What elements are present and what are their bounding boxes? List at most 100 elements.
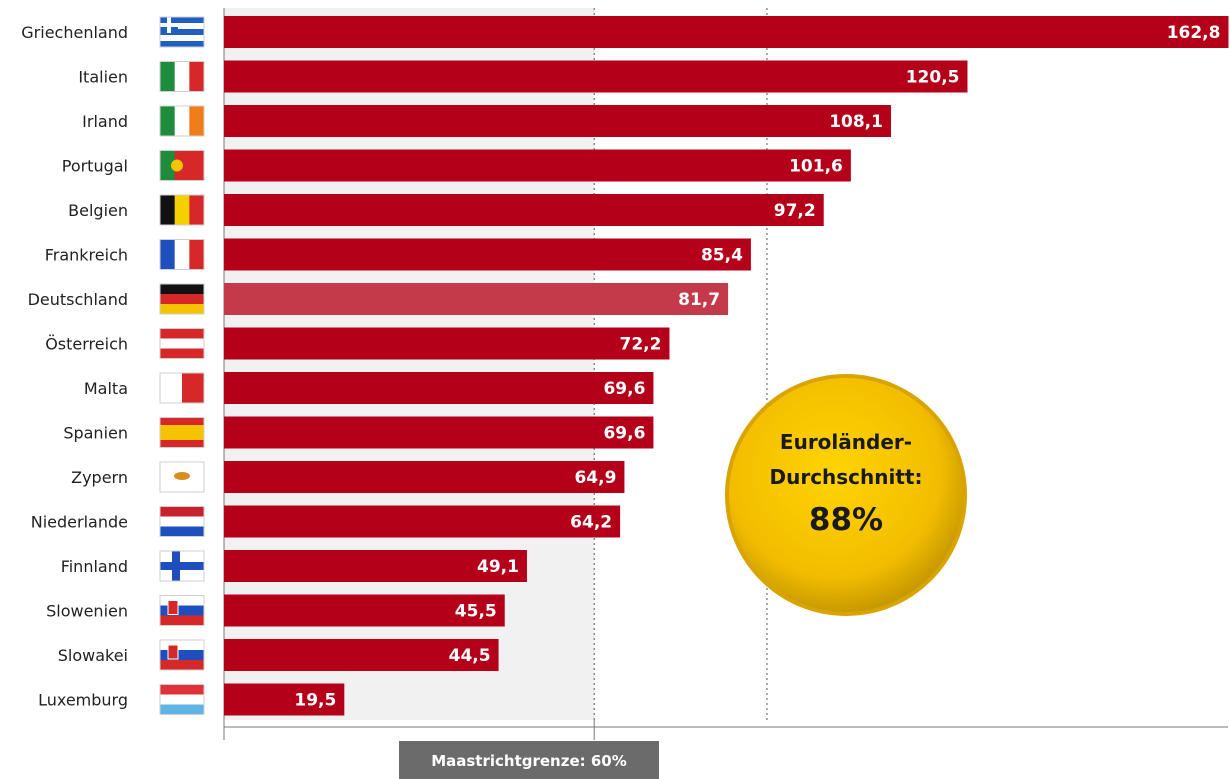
bar-frankreich <box>224 238 751 271</box>
value-label: 64,2 <box>570 513 612 533</box>
flag-cross <box>160 562 204 570</box>
bar-slowenien <box>224 594 505 627</box>
flag-border <box>159 105 205 137</box>
flag-stripe <box>160 29 204 36</box>
average-value: 88% <box>809 502 883 538</box>
value-label: 44,5 <box>449 646 491 666</box>
value-label: 69,6 <box>603 424 645 444</box>
flag-stripe <box>160 694 204 705</box>
flag-stripe <box>160 526 204 537</box>
flag-stripe <box>160 106 176 136</box>
flag-stripe <box>160 440 204 448</box>
category-label: Luxemburg <box>38 691 128 710</box>
flag-border <box>159 61 205 92</box>
category-label: Slowakei <box>58 646 128 665</box>
finland-flag-icon <box>159 550 205 582</box>
maastricht-label-box <box>399 741 659 779</box>
flag-stripe <box>160 239 176 270</box>
flag-stripe <box>189 106 205 136</box>
flag-border <box>159 328 205 359</box>
flag-emblem <box>167 644 179 660</box>
category-label: Malta <box>84 379 128 398</box>
flag-stripe <box>160 605 204 616</box>
slovenia-flag-icon <box>159 595 205 626</box>
flag-stripe <box>160 650 204 661</box>
category-label: Finnland <box>61 557 128 576</box>
flag-border <box>159 239 205 270</box>
malta-flag-icon <box>159 372 205 404</box>
value-label: 45,5 <box>455 602 497 622</box>
category-label: Griechenland <box>21 23 128 42</box>
flag-stripe <box>160 348 204 359</box>
flag-stripe <box>160 328 204 339</box>
flag-emblem <box>171 159 183 172</box>
bar-irland <box>224 105 891 137</box>
flag-stripe <box>160 704 204 715</box>
bar-spanien <box>224 416 654 449</box>
cyprus-flag-icon <box>159 461 205 493</box>
bar-italien <box>224 60 968 93</box>
flag-stripe <box>160 284 204 295</box>
flag-stripe <box>160 35 204 42</box>
flag-stripe <box>160 304 204 315</box>
flag-emblem <box>174 472 190 480</box>
bar-luxemburg <box>224 683 345 716</box>
average-label-line2: Durchschnitt: <box>769 465 922 489</box>
flag-stripe <box>189 239 205 270</box>
greece-flag-icon <box>159 16 205 48</box>
bar-zypern <box>224 461 625 493</box>
value-label: 108,1 <box>829 112 883 132</box>
bar-portugal <box>224 149 851 182</box>
spain-flag-icon <box>159 417 205 448</box>
flag-border <box>159 595 205 626</box>
category-label: Zypern <box>71 468 128 487</box>
value-label: 49,1 <box>477 557 519 577</box>
bar-griechenland <box>224 16 1229 48</box>
flag-border <box>159 461 205 493</box>
flag-stripe <box>174 195 190 225</box>
ireland-flag-icon <box>159 105 205 137</box>
flag-emblem <box>167 600 179 615</box>
flag-border <box>159 550 205 582</box>
flag-border <box>159 684 205 715</box>
flag-stripe <box>160 338 204 349</box>
flag-border <box>159 372 205 404</box>
category-label: Niederlande <box>31 513 128 532</box>
flag-stripe <box>160 294 204 305</box>
flag-stripe <box>160 17 204 24</box>
maastricht-label: Maastrichtgrenze: 60% <box>431 752 627 770</box>
luxembourg-flag-icon <box>159 684 205 715</box>
average-badge-face <box>729 378 963 612</box>
flag-stripe <box>160 516 204 527</box>
value-label: 19,5 <box>294 691 336 711</box>
flag-stripe <box>160 23 204 30</box>
portugal-flag-icon <box>159 150 205 181</box>
austria-flag-icon <box>159 328 205 359</box>
flag-stripe <box>160 660 204 671</box>
value-label: 72,2 <box>620 335 662 355</box>
flag-stripe <box>160 41 204 48</box>
flag-stripe <box>160 595 204 606</box>
flag-stripe <box>174 106 190 136</box>
bar-niederlande <box>224 505 621 538</box>
netherlands-flag-icon <box>159 506 205 537</box>
flag-border <box>159 150 205 181</box>
category-label: Deutschland <box>28 290 128 309</box>
bar-slowakei <box>224 639 499 671</box>
average-label-line1: Euroländer- <box>780 430 912 454</box>
flag-stripe <box>189 61 205 92</box>
value-label: 64,9 <box>574 468 616 488</box>
bar-österreich <box>224 327 670 360</box>
flag-cross <box>172 551 180 581</box>
flag-stripe <box>160 425 204 433</box>
bar-deutschland <box>224 283 729 315</box>
flag-stripe <box>174 61 190 92</box>
bar-belgien <box>224 194 824 226</box>
flag-stripe <box>160 417 204 426</box>
category-label: Slowenien <box>46 602 128 621</box>
value-label: 81,7 <box>678 290 720 310</box>
flag-stripe <box>160 640 204 651</box>
flag-stripe <box>160 684 204 695</box>
flag-stripe <box>160 195 176 225</box>
